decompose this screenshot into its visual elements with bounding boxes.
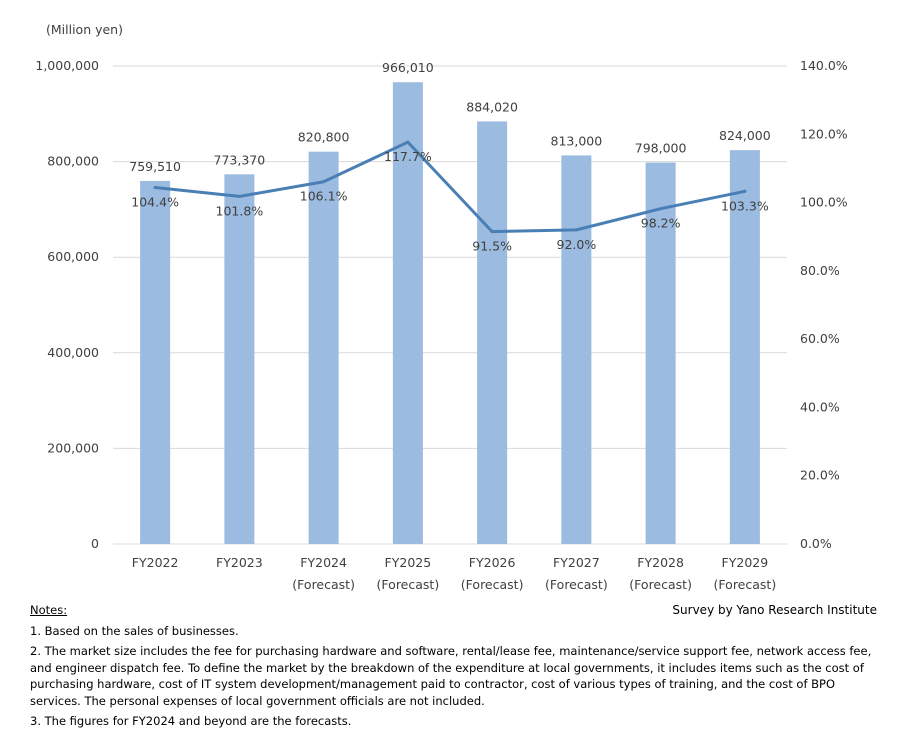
bar — [729, 150, 760, 545]
note-item-1: 1. Based on the sales of businesses. — [30, 623, 239, 638]
bar-value-label: 966,010 — [382, 60, 434, 75]
bar-value-label: 884,020 — [466, 99, 518, 114]
x-tick-label: FY2022 — [132, 555, 179, 570]
line-point — [659, 207, 663, 211]
y-left-axis: 0 200,000 400,000 600,000 800,000 1,000,000 — [35, 58, 99, 551]
line-value-label: 91.5% — [472, 239, 512, 254]
x-tick-sublabel: (Forecast) — [714, 577, 777, 592]
gridlines — [113, 65, 787, 545]
line-value-label: 103.3% — [721, 198, 769, 213]
bar — [308, 151, 339, 544]
note-item-3: 3. The figures for FY2024 and beyond are… — [30, 714, 352, 728]
y-left-tick-label: 1,000,000 — [35, 58, 99, 73]
notes-title: Notes: — [30, 603, 68, 617]
y-right-tick-label: 40.0% — [800, 399, 840, 414]
line-point — [153, 186, 157, 190]
line-value-label: 98.2% — [641, 216, 681, 231]
bar-data-labels: 759,510 773,370 820,800 966,010 884,020 813,0… — [129, 60, 770, 174]
y-right-tick-label: 100.0% — [800, 195, 848, 210]
bar-value-label: 773,370 — [214, 152, 266, 167]
source-credit: Survey by Yano Research Institute — [672, 603, 877, 617]
notes-section: Notes: 1. Based on the sales of business… — [30, 602, 880, 730]
y-left-tick-label: 400,000 — [47, 345, 99, 360]
bar — [477, 121, 508, 544]
y-right-tick-label: 140.0% — [800, 58, 848, 73]
x-axis: FY2022 FY2023 FY2024 (Forecast) FY2025 (Forec… — [132, 555, 776, 592]
x-tick-sublabel: (Forecast) — [461, 577, 524, 592]
x-tick-label: FY2027 — [553, 555, 600, 570]
y-right-tick-label: 20.0% — [800, 468, 840, 483]
note-item-2: 2. The market size includes the fee for … — [30, 644, 872, 708]
line-value-label: 104.4% — [131, 195, 179, 210]
x-tick-sublabel: (Forecast) — [545, 577, 608, 592]
y-left-tick-label: 200,000 — [47, 440, 99, 455]
bar — [224, 174, 255, 544]
bar-value-label: 759,510 — [129, 159, 181, 174]
bar — [392, 82, 423, 544]
line-value-label: 117.7% — [384, 149, 432, 164]
bar — [140, 180, 171, 544]
line-data-labels: 104.4% 101.8% 106.1% 117.7% 91.5% 92.0% 98.2% 1… — [131, 149, 769, 253]
y-left-unit-label: (Million yen) — [46, 22, 123, 37]
market-size-chart: (Million yen) 0 200,000 400,000 600,000 800,… — [35, 22, 848, 592]
bar-value-label: 820,800 — [298, 130, 350, 145]
y-right-tick-label: 120.0% — [800, 126, 848, 141]
line-series — [153, 140, 747, 234]
line-point — [237, 194, 241, 198]
line-point — [406, 140, 410, 144]
bar — [645, 162, 676, 544]
y-left-tick-label: 800,000 — [47, 154, 99, 169]
y-left-tick-label: 600,000 — [47, 249, 99, 264]
x-tick-label: FY2028 — [637, 555, 684, 570]
bar — [561, 155, 592, 545]
line-value-label: 101.8% — [216, 203, 264, 218]
line-value-label: 92.0% — [557, 237, 597, 252]
y-right-tick-label: 0.0% — [800, 536, 832, 551]
x-tick-sublabel: (Forecast) — [292, 577, 355, 592]
x-tick-label: FY2029 — [722, 555, 769, 570]
x-tick-sublabel: (Forecast) — [377, 577, 440, 592]
x-tick-label: FY2025 — [385, 555, 432, 570]
x-tick-label: FY2026 — [469, 555, 516, 570]
bar-value-label: 813,000 — [551, 133, 603, 148]
x-tick-label: FY2024 — [300, 555, 347, 570]
x-tick-sublabel: (Forecast) — [629, 577, 692, 592]
line-point — [490, 230, 494, 234]
y-right-tick-label: 60.0% — [800, 331, 840, 346]
x-tick-label: FY2023 — [216, 555, 263, 570]
line-point — [743, 189, 747, 193]
line-point — [574, 228, 578, 232]
y-right-tick-label: 80.0% — [800, 263, 840, 278]
y-right-axis: 0.0% 20.0% 40.0% 60.0% 80.0% 100.0% 120.0% 140.… — [800, 58, 848, 551]
line-value-label: 106.1% — [300, 189, 348, 204]
y-left-tick-label: 0 — [91, 536, 99, 551]
bar-series — [140, 82, 760, 545]
line-path — [153, 140, 747, 234]
bar-value-label: 798,000 — [635, 141, 687, 156]
bar-value-label: 824,000 — [719, 128, 771, 143]
line-point — [322, 180, 326, 184]
